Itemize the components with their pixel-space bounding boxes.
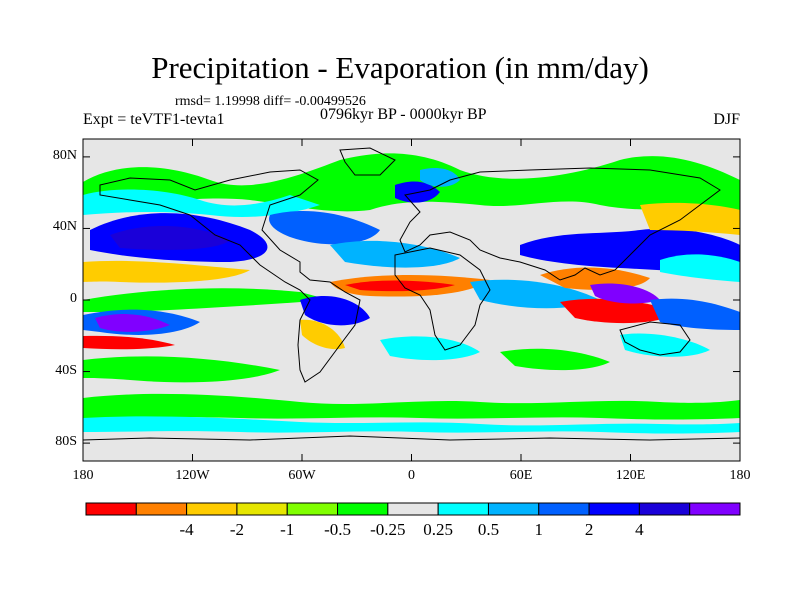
colorbar-label: 0.25 bbox=[423, 520, 454, 539]
lon-label: 180 bbox=[72, 468, 94, 483]
colorbar-swatch bbox=[588, 502, 640, 516]
colorbar bbox=[85, 502, 741, 516]
colorbar-swatch bbox=[236, 502, 288, 516]
lon-label: 120W bbox=[175, 468, 210, 483]
colorbar-label: -0.25 bbox=[370, 520, 406, 539]
lon-label: 0 bbox=[408, 468, 415, 483]
colorbar-label: 1 bbox=[534, 520, 544, 539]
lat-label: 80N bbox=[52, 147, 77, 163]
period-label: 0796kyr BP - 0000kyr BP bbox=[320, 106, 487, 123]
colorbar-label: -4 bbox=[179, 520, 194, 539]
colorbar-label: -2 bbox=[229, 520, 244, 539]
coastlines bbox=[83, 147, 740, 441]
colorbar-swatch bbox=[135, 502, 188, 516]
lon-label: 60E bbox=[509, 468, 533, 483]
colorbar-swatch bbox=[186, 502, 238, 516]
colorbar-swatch bbox=[85, 502, 137, 516]
lat-label: 40S bbox=[55, 362, 77, 378]
colorbar-label: 2 bbox=[584, 520, 594, 539]
season-label: DJF bbox=[713, 111, 740, 128]
lon-label: 60W bbox=[288, 468, 316, 483]
lon-label: 120E bbox=[615, 468, 646, 483]
colorbar-label: 0.5 bbox=[477, 520, 500, 539]
lat-label: 0 bbox=[70, 291, 77, 306]
axis-ticks bbox=[82, 139, 741, 461]
colorbar-swatch bbox=[286, 502, 339, 516]
colorbar-swatch bbox=[337, 502, 389, 516]
chart-title: Precipitation - Evaporation (in mm/day) bbox=[151, 50, 649, 85]
colorbar-swatch bbox=[689, 502, 741, 516]
stats-text: rmsd= 1.19998 diff= -0.00499526 bbox=[175, 94, 366, 109]
colorbar-swatch bbox=[638, 502, 691, 516]
colorbar-swatch bbox=[387, 502, 439, 516]
lat-label: 80S bbox=[55, 434, 77, 450]
lon-label: 180 bbox=[729, 468, 751, 483]
colorbar-swatch bbox=[487, 502, 540, 516]
colorbar-swatch bbox=[538, 502, 590, 516]
colorbar-label: 4 bbox=[635, 520, 644, 539]
lat-label: 40N bbox=[52, 219, 77, 235]
colorbar-label: -1 bbox=[280, 520, 295, 539]
colorbar-label: -0.5 bbox=[324, 520, 351, 539]
experiment-label: Expt = teVTF1-tevta1 bbox=[83, 111, 225, 128]
colorbar-swatch bbox=[437, 502, 489, 516]
